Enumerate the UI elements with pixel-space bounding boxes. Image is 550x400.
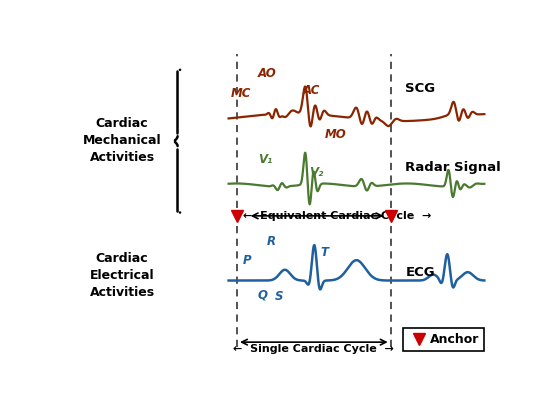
Text: AO: AO	[257, 67, 276, 80]
Text: SCG: SCG	[405, 82, 436, 94]
Text: Anchor: Anchor	[430, 332, 480, 346]
Text: ECG: ECG	[405, 266, 435, 279]
Text: V₂: V₂	[309, 166, 323, 179]
FancyBboxPatch shape	[403, 328, 485, 351]
Text: Q: Q	[258, 289, 268, 302]
Text: R: R	[266, 235, 276, 248]
Text: MC: MC	[231, 87, 251, 100]
Text: S: S	[275, 290, 284, 303]
Text: ←  Single Cardiac Cycle  →: ← Single Cardiac Cycle →	[233, 344, 394, 354]
Text: T: T	[321, 246, 328, 259]
Text: AC: AC	[303, 84, 321, 97]
Text: Radar Signal: Radar Signal	[405, 161, 501, 174]
Text: Cardiac
Mechanical
Activities: Cardiac Mechanical Activities	[82, 117, 161, 164]
Text: V₁: V₁	[258, 153, 273, 166]
Text: MO: MO	[324, 128, 346, 141]
Text: ←  Equivalent Cardiac Cycle  →: ← Equivalent Cardiac Cycle →	[243, 211, 432, 221]
Text: P: P	[243, 254, 251, 267]
Text: Cardiac
Electrical
Activities: Cardiac Electrical Activities	[90, 252, 155, 300]
